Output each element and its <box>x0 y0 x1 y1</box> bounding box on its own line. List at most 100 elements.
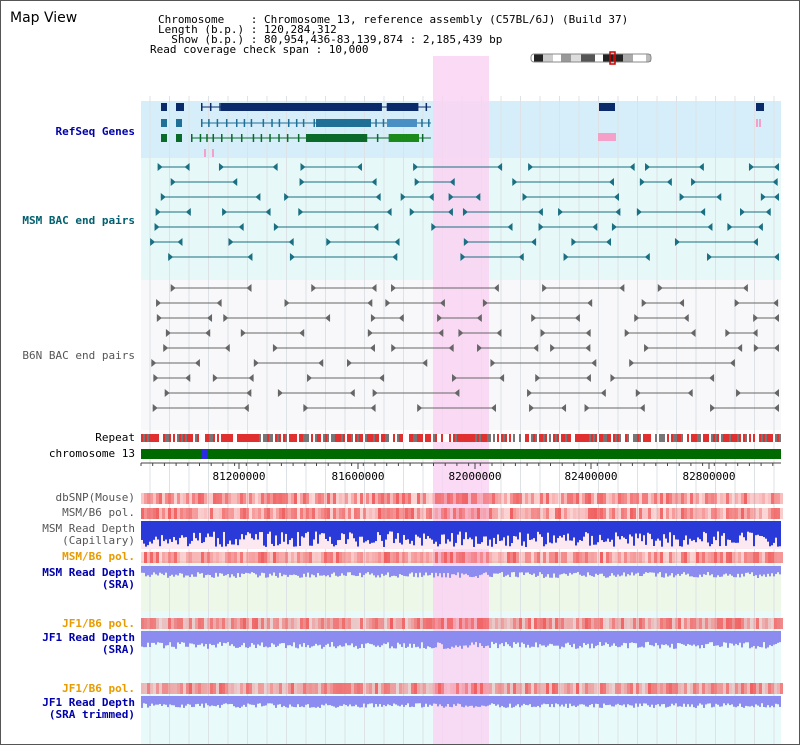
msm-b6-pol-heat-cell <box>432 508 435 519</box>
msm-depth-sra-bar <box>239 566 241 578</box>
jf1-b6-pol-label[interactable]: JF1/B6 pol. <box>62 617 135 630</box>
jf1-depth-sra-bar <box>191 631 193 644</box>
repeat-segment <box>481 434 483 442</box>
jf1-depth-trimmed-bar <box>159 696 161 704</box>
jf1-b6-pol-heat-cell <box>432 618 435 629</box>
jf1-read-depth-sra-label[interactable]: JF1 Read Depth (SRA) <box>42 631 135 656</box>
jf1-b6-pol-trimmed-heat-cell <box>426 683 429 694</box>
msm-b6-pol-heat-cell <box>165 508 168 519</box>
msm-b6-pol-sra-label[interactable]: MSM/B6 pol. <box>62 550 135 563</box>
repeat-segment <box>421 434 423 442</box>
msm-b6-pol-sra-heat-cell <box>147 552 150 563</box>
jf1-read-depth-trimmed-label[interactable]: JF1 Read Depth (SRA trimmed) <box>42 696 135 721</box>
dbsnp-heat-cell <box>459 493 462 504</box>
msm-b6-pol-heat-cell <box>534 508 537 519</box>
msm-depth-sra-bar <box>345 566 347 576</box>
msm-depth-cap-bar <box>673 521 675 536</box>
jf1-depth-trimmed-bar <box>225 696 227 704</box>
msm-depth-sra-bar <box>595 566 597 574</box>
jf1-b6-pol-heat-cell <box>531 618 534 629</box>
jf1-b6-pol-trimmed-heat-cell <box>615 683 618 694</box>
msm-b6-pol-sra-heat-cell <box>450 552 453 563</box>
msm-b6-pol-sra-heat-cell <box>645 552 648 563</box>
msm-b6-pol-heat-cell <box>258 508 261 519</box>
msm-b6-pol-heat-cell <box>198 508 201 519</box>
msm-depth-cap-bar <box>703 521 705 532</box>
bac-end-marker <box>273 223 279 231</box>
dbsnp-heat-cell <box>327 493 330 504</box>
bac-end-marker <box>529 404 535 412</box>
jf1-depth-trimmed-bar <box>283 696 285 706</box>
repeat-segment <box>535 434 537 442</box>
bac-end-marker <box>253 359 259 367</box>
msm-bac-label[interactable]: MSM BAC end pairs <box>22 214 135 227</box>
jf1-depth-sra-bar <box>233 631 235 647</box>
msm-depth-sra-bar <box>435 566 437 573</box>
msm-b6-pol-heat-cell <box>360 508 363 519</box>
jf1-depth-sra-bar <box>203 631 205 647</box>
msm-b6-pol-sra-heat-cell <box>294 552 297 563</box>
msm-depth-cap-bar <box>531 521 533 540</box>
msm-b6-pol-label[interactable]: MSM/B6 pol. <box>62 506 135 519</box>
repeat-segment <box>183 434 185 442</box>
dbsnp-heat-cell <box>405 493 408 504</box>
refseq-genes-label[interactable]: RefSeq Genes <box>55 125 135 138</box>
jf1-depth-trimmed-bar <box>533 696 535 707</box>
msm-b6-pol-heat-cell <box>528 508 531 519</box>
msm-b6-pol-sra-heat-cell <box>405 552 408 563</box>
coverage-span-info: Read coverage check span : 10,000 <box>150 43 369 56</box>
repeat-segment <box>541 434 543 442</box>
msm-depth-sra-bar <box>579 566 581 575</box>
msm-b6-pol-heat-cell <box>363 508 366 519</box>
jf1-b6-pol-heat-cell <box>498 618 501 629</box>
repeat-segment <box>585 434 587 442</box>
dbsnp-heat-cell <box>309 493 312 504</box>
jf1-b6-pol-trimmed-heat-cell <box>288 683 291 694</box>
jf1-b6-pol-trimmed-heat-cell <box>780 683 783 694</box>
msm-depth-sra-bar <box>583 566 585 576</box>
dbsnp-heat-cell <box>618 493 621 504</box>
msm-read-depth-sra-label[interactable]: MSM Read Depth (SRA) <box>42 566 135 591</box>
jf1-b6-pol-trimmed-heat-cell <box>744 683 747 694</box>
jf1-b6-pol-heat-cell <box>678 618 681 629</box>
msm-b6-pol-sra-heat-cell <box>720 552 723 563</box>
repeat-segment <box>575 434 577 442</box>
jf1-depth-sra-bar <box>663 631 665 645</box>
msm-b6-pol-sra-heat-cell <box>630 552 633 563</box>
bac-end-marker <box>584 404 590 412</box>
bac-end-marker <box>367 329 373 337</box>
b6n-bac-label[interactable]: B6N BAC end pairs <box>22 349 135 362</box>
jf1-b6-pol-heat-cell <box>192 618 195 629</box>
msm-read-depth-capillary-label[interactable]: MSM Read Depth (Capillary) <box>42 522 135 547</box>
jf1-depth-sra-bar <box>419 631 421 649</box>
jf1-depth-trimmed-bar <box>295 696 297 708</box>
repeat-segment <box>611 434 613 442</box>
msm-b6-pol-heat-cell <box>633 508 636 519</box>
jf1-depth-trimmed-bar <box>323 696 325 706</box>
msm-b6-pol-sra-heat-cell <box>255 552 258 563</box>
dbsnp-label[interactable]: dbSNP(Mouse) <box>55 491 135 504</box>
dbsnp-heat-cell <box>339 493 342 504</box>
repeat-segment <box>551 434 553 442</box>
repeat-segment <box>735 434 737 442</box>
msm-depth-sra-bar <box>691 566 693 577</box>
msm-depth-sra-bar <box>773 566 775 577</box>
jf1-depth-sra-bar <box>625 631 627 644</box>
msm-b6-pol-heat-cell <box>297 508 300 519</box>
jf1-depth-sra-bar <box>337 631 339 647</box>
msm-depth-cap-bar <box>205 521 207 538</box>
gene-exon <box>375 119 377 127</box>
jf1-b6-pol-trimmed-label[interactable]: JF1/B6 pol. <box>62 682 135 695</box>
msm-depth-sra-bar <box>323 566 325 576</box>
jf1-b6-pol-trimmed-heat-cell <box>654 683 657 694</box>
msm-depth-sra-bar <box>205 566 207 576</box>
repeat-segment <box>365 434 367 442</box>
msm-depth-cap-bar <box>759 521 761 536</box>
msm-b6-pol-sra-heat-cell <box>198 552 201 563</box>
jf1-b6-pol-trimmed-heat-cell <box>510 683 513 694</box>
msm-b6-pol-sra-heat-cell <box>459 552 462 563</box>
jf1-depth-sra-bar <box>281 631 283 644</box>
jf1-depth-trimmed-bar <box>431 696 433 706</box>
repeat-segment <box>529 434 531 442</box>
msm-depth-cap-bar <box>423 521 425 534</box>
